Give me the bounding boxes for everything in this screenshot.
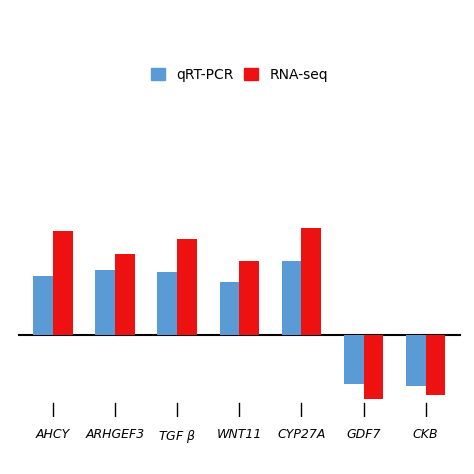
Text: GDF7: GDF7 xyxy=(346,428,381,441)
Bar xyxy=(301,228,321,336)
Bar xyxy=(95,271,115,336)
Text: CKB: CKB xyxy=(413,428,438,441)
Bar xyxy=(219,282,239,336)
Text: ARHGEF3: ARHGEF3 xyxy=(86,428,145,441)
Text: TGF $\beta$: TGF $\beta$ xyxy=(158,428,196,445)
Bar xyxy=(239,261,259,336)
Bar xyxy=(115,254,135,336)
Legend: qRT-PCR, RNA-seq: qRT-PCR, RNA-seq xyxy=(146,64,332,86)
Text: WNT11: WNT11 xyxy=(217,428,262,441)
Bar xyxy=(157,272,177,336)
Bar xyxy=(426,336,446,395)
Bar xyxy=(364,336,383,399)
Bar xyxy=(344,336,364,383)
Bar xyxy=(282,261,301,336)
Bar xyxy=(53,231,73,336)
Bar xyxy=(33,276,53,336)
Bar xyxy=(177,239,197,336)
Text: AHCY: AHCY xyxy=(36,428,70,441)
Text: CYP27A: CYP27A xyxy=(277,428,326,441)
Bar xyxy=(406,336,426,385)
